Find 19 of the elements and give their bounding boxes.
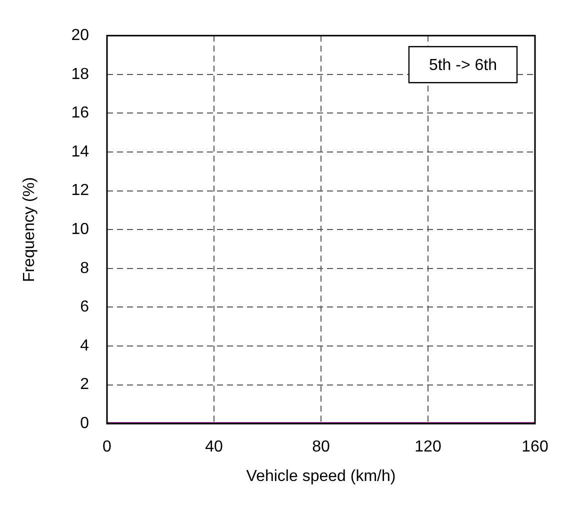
y-tick-label: 8 [80, 260, 90, 277]
x-tick-label: 160 [522, 438, 548, 456]
y-tick-label: 14 [71, 143, 90, 160]
annotation: 5th -> 6th [428, 57, 497, 74]
y-tick-label: 0 [80, 415, 90, 432]
y-tick-label: 16 [71, 104, 90, 122]
y-tick-label: 6 [80, 298, 90, 316]
x-axis-title: Vehicle speed (km/h) [246, 468, 396, 485]
x-tick-label: 0 [102, 438, 112, 456]
y-tick-label: 20 [71, 27, 90, 44]
y-tick-label: 18 [71, 66, 90, 83]
y-tick-label: 4 [80, 337, 90, 354]
x-tick-label: 80 [312, 438, 330, 456]
x-tick-label: 40 [205, 438, 223, 456]
y-tick-label: 12 [71, 182, 90, 200]
y-tick-label: 10 [71, 221, 90, 238]
y-tick-label: 2 [80, 376, 90, 394]
y-axis-title: Frequency (%) [21, 177, 38, 282]
x-tick-label: 120 [414, 438, 442, 456]
